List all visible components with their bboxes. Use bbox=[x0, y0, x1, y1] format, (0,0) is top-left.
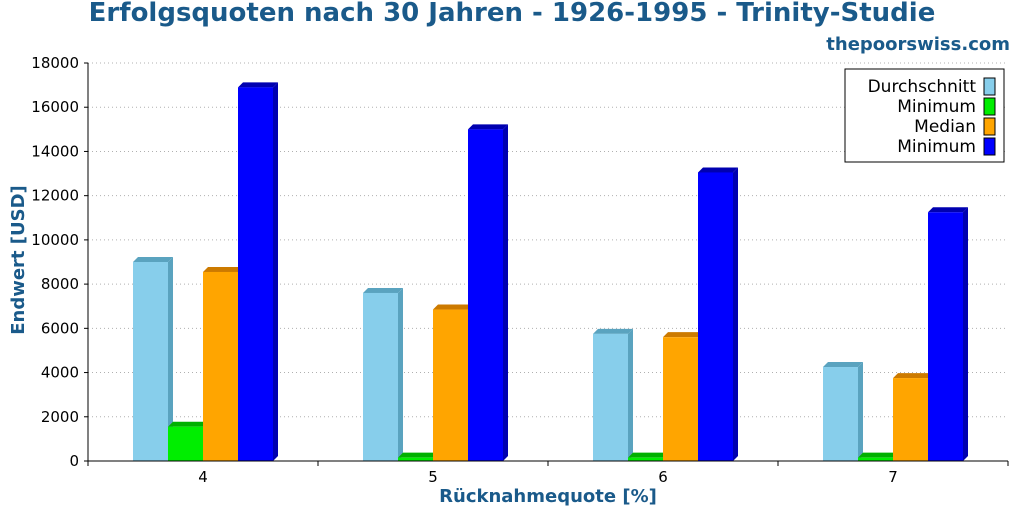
x-tick-label: 7 bbox=[888, 468, 898, 486]
bar-minimum-5 bbox=[468, 124, 508, 462]
y-tick-label: 0 bbox=[69, 452, 79, 470]
legend-swatch bbox=[983, 97, 996, 116]
bar-front bbox=[663, 337, 698, 461]
bar-front bbox=[858, 457, 893, 461]
bar-top bbox=[628, 452, 668, 458]
legend-swatch bbox=[983, 77, 996, 96]
bar-median-4 bbox=[203, 266, 243, 461]
y-tick-label: 8000 bbox=[41, 275, 79, 293]
bar-durchschnitt-4 bbox=[133, 257, 173, 461]
bar-durchschnitt-7 bbox=[823, 362, 863, 461]
y-tick-label: 6000 bbox=[41, 319, 79, 337]
bar-front bbox=[363, 292, 398, 461]
bar-front bbox=[133, 262, 168, 461]
bar-durchschnitt-6 bbox=[593, 328, 633, 461]
bar-front bbox=[203, 271, 238, 461]
bar-top bbox=[893, 373, 933, 379]
bar-top bbox=[663, 332, 703, 338]
bar-median-7 bbox=[893, 373, 933, 461]
bar-minimum-7 bbox=[858, 452, 898, 461]
legend-swatch bbox=[983, 117, 996, 136]
y-axis-title: Endwert [USD] bbox=[8, 185, 29, 335]
bar-minimum-4 bbox=[168, 421, 208, 461]
bar-front bbox=[168, 426, 203, 461]
x-axis-title: Rücknahmequote [%] bbox=[439, 486, 657, 507]
y-tick-label: 12000 bbox=[31, 187, 79, 205]
bar-side bbox=[273, 82, 278, 462]
y-tick-label: 4000 bbox=[41, 364, 79, 382]
bar-front bbox=[433, 309, 468, 461]
x-tick-label: 5 bbox=[428, 468, 438, 486]
axes: 0 2000 4000 6000 8000 10000 12000 14000 16000 180… bbox=[31, 54, 1009, 486]
bar-front bbox=[593, 333, 628, 461]
bar-top bbox=[823, 362, 863, 368]
bar-top bbox=[168, 421, 208, 427]
bar-front bbox=[238, 87, 273, 462]
bar-top bbox=[203, 266, 243, 272]
bar-front bbox=[628, 457, 663, 461]
bars bbox=[133, 82, 968, 462]
x-tick-label: 4 bbox=[198, 468, 208, 486]
bar-top bbox=[238, 82, 278, 88]
y-tick-label: 14000 bbox=[31, 142, 79, 160]
grid-lines bbox=[88, 62, 1008, 418]
bar-durchschnitt-5 bbox=[363, 287, 403, 461]
bar-minimum-7 bbox=[928, 207, 968, 461]
x-tick-label: 6 bbox=[658, 468, 668, 486]
y-tick-label: 2000 bbox=[41, 408, 79, 426]
bar-top bbox=[398, 452, 438, 458]
legend-box bbox=[844, 68, 1005, 163]
legend-label: Durchschnitt bbox=[868, 77, 977, 97]
legend-label: Median bbox=[914, 117, 976, 137]
bar-top bbox=[698, 167, 738, 173]
bar-front bbox=[398, 457, 433, 461]
bar-top bbox=[928, 207, 968, 213]
legend-label: Minimum bbox=[897, 97, 976, 117]
bar-front bbox=[823, 367, 858, 461]
bar-minimum-6 bbox=[698, 167, 738, 461]
y-tick-label: 10000 bbox=[31, 231, 79, 249]
bar-front bbox=[468, 129, 503, 462]
bar-front bbox=[893, 378, 928, 461]
bar-side bbox=[858, 362, 863, 461]
chart-title: Erfolgsquoten nach 30 Jahren - 1926-1995… bbox=[88, 0, 936, 28]
bar-side bbox=[168, 257, 173, 461]
bar-top bbox=[468, 124, 508, 130]
bar-median-6 bbox=[663, 332, 703, 461]
bar-top bbox=[133, 257, 173, 262]
bar-side bbox=[398, 287, 403, 461]
bar-minimum-4 bbox=[238, 82, 278, 462]
bar-median-5 bbox=[433, 304, 473, 461]
bar-front bbox=[698, 172, 733, 461]
bar-side bbox=[733, 167, 738, 461]
bar-minimum-6 bbox=[628, 452, 668, 461]
legend-label: Minimum bbox=[897, 137, 976, 157]
bar-side bbox=[503, 124, 508, 461]
bar-top bbox=[363, 287, 403, 293]
legend-swatch bbox=[983, 137, 996, 156]
bar-top bbox=[858, 452, 898, 458]
bar-front bbox=[928, 212, 963, 461]
y-tick-label: 16000 bbox=[31, 98, 79, 116]
bar-side bbox=[628, 328, 633, 461]
watermark: thepoorswiss.com bbox=[826, 34, 1010, 55]
bar-minimum-5 bbox=[398, 452, 438, 461]
bar-top bbox=[593, 328, 633, 334]
bar-top bbox=[433, 304, 473, 310]
bar-side bbox=[963, 207, 968, 461]
y-tick-label: 18000 bbox=[31, 54, 79, 72]
